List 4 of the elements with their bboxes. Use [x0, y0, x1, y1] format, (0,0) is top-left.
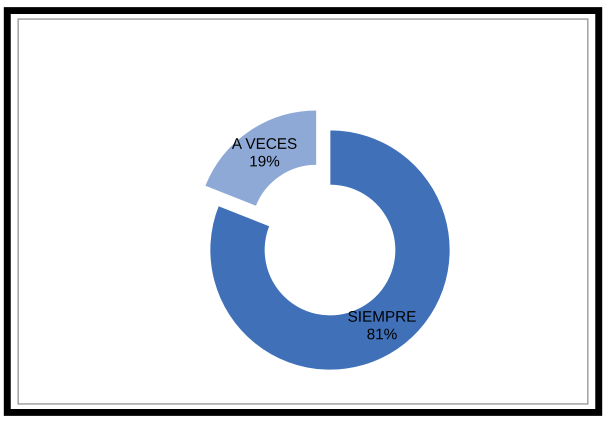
slice-label: SIEMPRE	[348, 311, 416, 322]
data-label: 19%	[250, 156, 280, 167]
data-label: 81%	[367, 328, 397, 340]
slice-label: A VECES	[232, 138, 297, 149]
